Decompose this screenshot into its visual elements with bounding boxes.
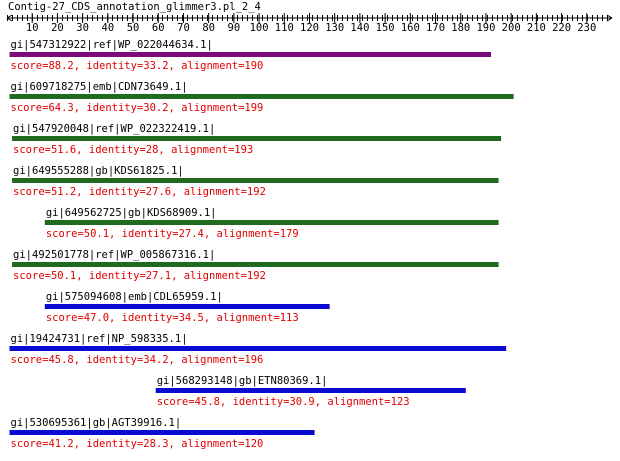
x-tick-label: 180 <box>451 22 470 34</box>
hit-bar <box>44 304 330 309</box>
hit-score: score=45.8, identity=34.2, alignment=196 <box>11 354 264 366</box>
x-tick-label: 120 <box>300 22 319 34</box>
x-tick-label: 160 <box>401 22 420 34</box>
hit-score: score=45.8, identity=30.9, alignment=123 <box>157 396 410 408</box>
x-tick-label: 140 <box>350 22 369 34</box>
x-tick-label: 90 <box>228 22 241 34</box>
hit-score: score=41.2, identity=28.3, alignment=120 <box>11 438 264 450</box>
hit-bar <box>44 220 499 225</box>
hit-score: score=64.3, identity=30.2, alignment=199 <box>11 102 264 114</box>
x-tick-label: 150 <box>376 22 395 34</box>
x-tick-label: 200 <box>502 22 521 34</box>
x-tick-label: 230 <box>577 22 596 34</box>
hit-label: gi|492501778|ref|WP_005867316.1| <box>13 249 215 261</box>
hit-score: score=51.2, identity=27.6, alignment=192 <box>13 186 266 198</box>
hit-score: score=50.1, identity=27.1, alignment=192 <box>13 270 266 282</box>
hit-bar <box>12 178 499 183</box>
hit-score: score=88.2, identity=33.2, alignment=190 <box>11 60 264 72</box>
x-tick-label: 70 <box>177 22 190 34</box>
hit-bar <box>9 346 507 351</box>
hit-score: score=47.0, identity=34.5, alignment=113 <box>46 312 299 324</box>
x-tick-label: 170 <box>426 22 445 34</box>
x-tick-label: 130 <box>325 22 344 34</box>
hit-bar <box>9 52 491 57</box>
hit-label: gi|568293148|gb|ETN80369.1| <box>157 375 328 387</box>
x-tick-label: 220 <box>552 22 571 34</box>
x-tick-label: 10 <box>26 22 39 34</box>
x-tick-label: 210 <box>527 22 546 34</box>
hit-bar <box>12 136 502 141</box>
ruler-arrows <box>6 14 613 22</box>
hit-label: gi|609718275|emb|CDN73649.1| <box>11 81 188 93</box>
x-tick-label: 30 <box>76 22 89 34</box>
hit-bar <box>9 94 514 99</box>
hit-label: gi|547920048|ref|WP_022322419.1| <box>13 123 215 135</box>
hit-score: score=50.1, identity=27.4, alignment=179 <box>46 228 299 240</box>
hit-bar <box>155 388 466 393</box>
x-tick-label: 190 <box>476 22 495 34</box>
x-tick-label: 50 <box>127 22 140 34</box>
chart-title: Contig-27_CDS_annotation_glimmer3.pl_2_4 <box>8 1 261 13</box>
x-tick-label: 60 <box>152 22 165 34</box>
hit-label: gi|575094608|emb|CDL65959.1| <box>46 291 223 303</box>
x-tick-label: 100 <box>250 22 269 34</box>
x-tick-label: 20 <box>51 22 64 34</box>
hit-label: gi|547312922|ref|WP_022044634.1| <box>11 39 213 51</box>
hit-label: gi|649555288|gb|KDS61825.1| <box>13 165 184 177</box>
x-tick-label: 110 <box>275 22 294 34</box>
hit-score: score=51.6, identity=28, alignment=193 <box>13 144 253 156</box>
hit-bar <box>12 262 499 267</box>
x-tick-label: 40 <box>102 22 115 34</box>
x-tick-label: 80 <box>202 22 215 34</box>
hit-label: gi|530695361|gb|AGT39916.1| <box>11 417 182 429</box>
hit-bar <box>9 430 315 435</box>
hit-label: gi|19424731|ref|NP_598335.1| <box>11 333 188 345</box>
hit-label: gi|649562725|gb|KDS68909.1| <box>46 207 217 219</box>
